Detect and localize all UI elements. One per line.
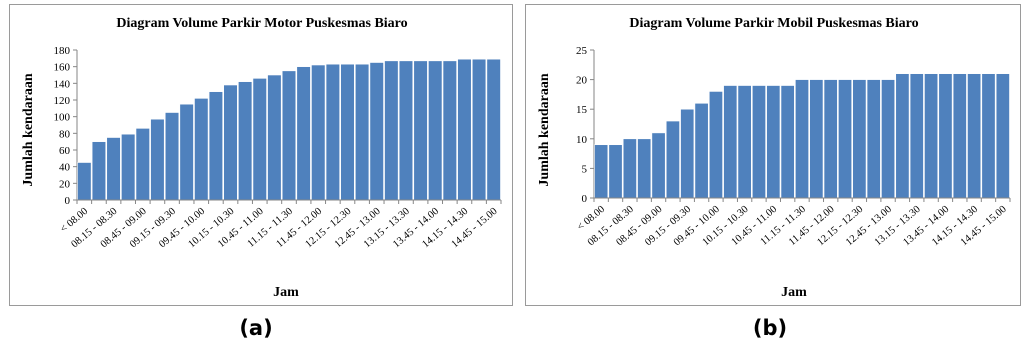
- bar: [751, 85, 766, 199]
- y-tick-label: 60: [59, 145, 71, 157]
- bar: [637, 138, 652, 199]
- bar: [281, 70, 297, 201]
- motor-chart-svg: Diagram Volume Parkir Motor Puskesmas Bi…: [21, 16, 502, 300]
- x-axis-label: Jam: [781, 285, 807, 300]
- bar: [938, 73, 953, 199]
- chart-panel-mobil: Diagram Volume Parkir Mobil Puskesmas Bi…: [525, 4, 1021, 306]
- bar: [267, 74, 282, 201]
- bar: [413, 60, 428, 201]
- bar: [369, 62, 384, 201]
- bar: [809, 79, 824, 199]
- bar: [823, 79, 838, 199]
- y-axis-label: Jumlah kendaraan: [537, 73, 552, 186]
- bar: [981, 73, 996, 199]
- bar: [106, 137, 121, 201]
- bar: [952, 73, 967, 199]
- bar: [766, 85, 781, 199]
- chart-title: Diagram Volume Parkir Motor Puskesmas Bi…: [116, 16, 407, 31]
- bar: [665, 120, 680, 199]
- bar: [780, 85, 795, 199]
- bar: [924, 73, 939, 199]
- bar: [608, 144, 623, 199]
- y-tick-label: 140: [54, 78, 71, 90]
- bar: [909, 73, 924, 199]
- bar: [384, 60, 399, 201]
- mobil-chart-svg: Diagram Volume Parkir Mobil Puskesmas Bi…: [537, 16, 1011, 300]
- y-tick-label: 10: [576, 134, 588, 146]
- bar: [594, 144, 609, 199]
- bar: [471, 58, 487, 201]
- bar: [852, 79, 867, 199]
- bar: [135, 128, 150, 201]
- y-tick-label: 15: [576, 104, 588, 116]
- y-tick-label: 0: [65, 195, 71, 207]
- y-tick-label: 25: [576, 45, 588, 57]
- bar: [838, 79, 853, 199]
- bar: [340, 63, 355, 201]
- bar: [398, 60, 414, 201]
- chart-panel-motor: Diagram Volume Parkir Motor Puskesmas Bi…: [9, 4, 513, 306]
- bar: [622, 138, 637, 199]
- bar: [680, 108, 695, 199]
- bar: [179, 103, 194, 201]
- bar: [866, 79, 881, 199]
- x-axis-label: Jam: [273, 285, 299, 300]
- bar: [967, 73, 982, 199]
- y-tick-label: 5: [582, 163, 588, 175]
- bar: [150, 118, 165, 201]
- bar: [325, 63, 340, 201]
- bar: [895, 73, 910, 199]
- y-tick-label: 40: [59, 162, 71, 174]
- y-tick-label: 20: [576, 75, 588, 87]
- chart-title: Diagram Volume Parkir Mobil Puskesmas Bi…: [629, 16, 918, 31]
- bar: [296, 66, 311, 201]
- y-axis-label: Jumlah kendaraan: [21, 73, 36, 186]
- bar: [651, 132, 666, 199]
- bar: [194, 98, 209, 201]
- caption-a: (a): [239, 316, 273, 340]
- bar: [795, 79, 809, 199]
- y-tick-label: 80: [59, 128, 71, 140]
- bar: [252, 78, 267, 201]
- bar: [223, 84, 238, 201]
- bar: [486, 58, 501, 201]
- bar: [311, 64, 326, 201]
- bar: [737, 85, 752, 199]
- bar: [121, 133, 136, 201]
- y-tick-label: 120: [54, 95, 71, 107]
- bar: [208, 91, 224, 201]
- bar: [91, 141, 107, 201]
- bar: [238, 81, 253, 201]
- bar: [995, 73, 1010, 199]
- y-tick-label: 160: [54, 62, 71, 74]
- bar: [354, 63, 370, 201]
- bar: [881, 79, 896, 199]
- bar: [723, 85, 738, 199]
- bar: [428, 60, 443, 201]
- y-tick-label: 0: [582, 193, 588, 205]
- bar: [694, 102, 709, 199]
- y-tick-label: 100: [54, 112, 71, 124]
- bar: [77, 162, 92, 201]
- y-tick-label: 20: [59, 178, 71, 190]
- y-tick-label: 180: [54, 45, 71, 57]
- bar: [442, 60, 457, 201]
- bar: [708, 91, 723, 199]
- bar: [457, 58, 472, 201]
- caption-b: (b): [752, 316, 788, 340]
- bar: [164, 112, 180, 201]
